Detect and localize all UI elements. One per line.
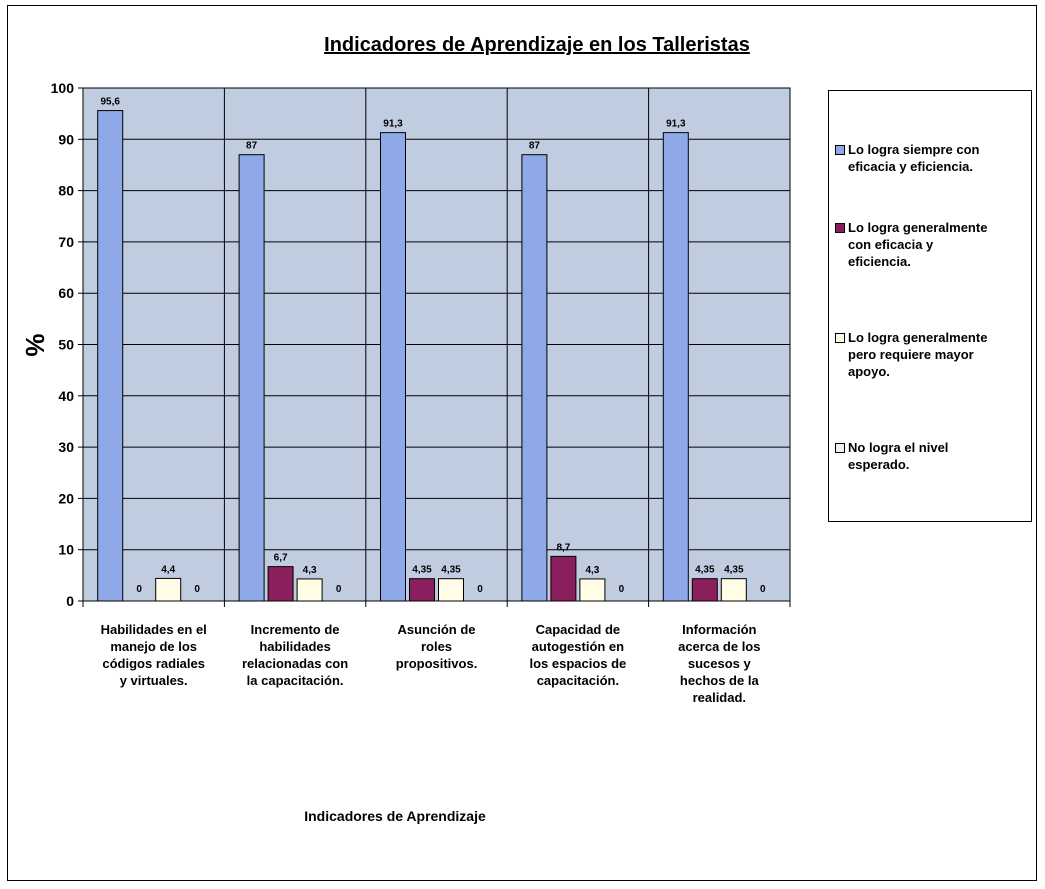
category-label-line: la capacitación. [246, 673, 344, 688]
legend-label: No logra el nivel esperado. [848, 439, 1028, 473]
legend-label-line: eficacia y eficiencia. [848, 159, 974, 174]
data-label: 0 [336, 584, 342, 595]
category-label: Información acerca de los sucesos y hechos … [649, 621, 789, 706]
data-label: 4,35 [441, 565, 461, 576]
category-label-line: hechos de la [679, 673, 759, 688]
data-label: 4,3 [303, 565, 317, 576]
bar [155, 577, 182, 602]
bar [238, 154, 265, 602]
category-label-line: sucesos y [687, 656, 751, 671]
chart-title: Indicadores de Aprendizaje en los Taller… [324, 34, 750, 56]
data-label: 87 [529, 141, 541, 152]
data-label: 8,7 [556, 542, 570, 553]
data-label: 95,6 [100, 97, 120, 108]
legend-label-line: No logra el nivel [848, 440, 949, 455]
data-label: 0 [194, 584, 200, 595]
data-label: 4,35 [724, 565, 744, 576]
legend-label: Lo logra generalmente pero requiere mayor… [848, 329, 1028, 380]
y-tick-label: 80 [58, 183, 74, 199]
bar [438, 578, 464, 602]
bar [720, 578, 747, 602]
data-label: 4,35 [695, 565, 715, 576]
bar [662, 132, 689, 602]
legend-swatch [835, 145, 845, 155]
y-tick-label: 30 [58, 439, 74, 455]
category-label-line: Información [682, 622, 757, 637]
y-tick-label: 100 [51, 80, 75, 96]
category-label-line: los espacios de [529, 656, 627, 671]
category-label-line: acerca de los [678, 639, 761, 654]
legend-label-line: esperado. [848, 457, 910, 472]
legend-label-line: con eficacia y [848, 237, 934, 252]
legend-label-line: eficiencia. [848, 254, 911, 269]
y-tick-label: 90 [58, 131, 74, 147]
legend-label-line: Lo logra generalmente [848, 330, 988, 345]
data-label: 0 [619, 584, 625, 595]
y-tick-label: 40 [58, 388, 74, 404]
category-label-line: capacitación. [536, 673, 620, 688]
category-label-line: realidad. [692, 690, 747, 705]
data-label: 0 [477, 584, 483, 595]
bar [380, 132, 406, 602]
bar [409, 578, 435, 602]
data-label: 4,35 [412, 565, 432, 576]
category-label-line: y virtuales. [119, 673, 188, 688]
category-label-line: manejo de los [110, 639, 198, 654]
category-label-line: habilidades [259, 639, 331, 654]
y-tick-label: 20 [58, 490, 74, 506]
data-label: 4,4 [161, 564, 175, 575]
x-axis-label: Indicadores de Aprendizaje [304, 808, 486, 824]
legend: Lo logra siempre con eficacia y eficienci… [828, 90, 1032, 522]
legend-label: Lo logra siempre con eficacia y eficienci… [848, 141, 1028, 175]
data-label: 91,3 [666, 119, 686, 130]
data-label: 6,7 [274, 553, 288, 564]
data-label: 87 [246, 141, 258, 152]
y-tick-label: 10 [58, 542, 74, 558]
legend-swatch [835, 443, 845, 453]
category-label-line: Habilidades en el [100, 622, 207, 637]
category-label-line: relacionadas con [241, 656, 349, 671]
legend-swatch [835, 333, 845, 343]
category-label-line: Asunción de [397, 622, 476, 637]
category-label: Incremento de habilidades relacionadas con… [225, 621, 365, 689]
bar [267, 566, 294, 602]
data-label: 0 [136, 584, 142, 595]
category-label: Asunción de roles propositivos. [367, 621, 507, 672]
y-tick-label: 60 [58, 285, 74, 301]
legend-label-line: apoyo. [848, 364, 890, 379]
category-label-line: propositivos. [395, 656, 478, 671]
y-tick-label: 50 [58, 337, 74, 353]
y-tick-label: 70 [58, 234, 74, 250]
category-label-line: Capacidad de [535, 622, 621, 637]
data-label: 91,3 [383, 119, 403, 130]
category-label-line: autogestión en [531, 639, 625, 654]
category-label: Habilidades en el manejo de los códigos ra… [84, 621, 224, 689]
bar [550, 555, 577, 602]
legend-label-line: Lo logra siempre con [848, 142, 980, 157]
data-label: 0 [760, 584, 766, 595]
bar [691, 578, 718, 602]
category-label: Capacidad de autogestión en los espacios d… [508, 621, 648, 689]
y-tick-label: 0 [66, 593, 74, 609]
category-label-line: roles [420, 639, 453, 654]
bar [521, 154, 548, 602]
bar [579, 578, 606, 602]
category-label-line: códigos radiales [102, 656, 205, 671]
data-label: 4,3 [585, 565, 599, 576]
bar [296, 578, 323, 602]
category-label-line: Incremento de [250, 622, 340, 637]
legend-label-line: Lo logra generalmente [848, 220, 988, 235]
legend-label: Lo logra generalmente con eficacia y efici… [848, 219, 1028, 270]
legend-swatch [835, 223, 845, 233]
legend-label-line: pero requiere mayor [848, 347, 974, 362]
bar [97, 110, 124, 602]
